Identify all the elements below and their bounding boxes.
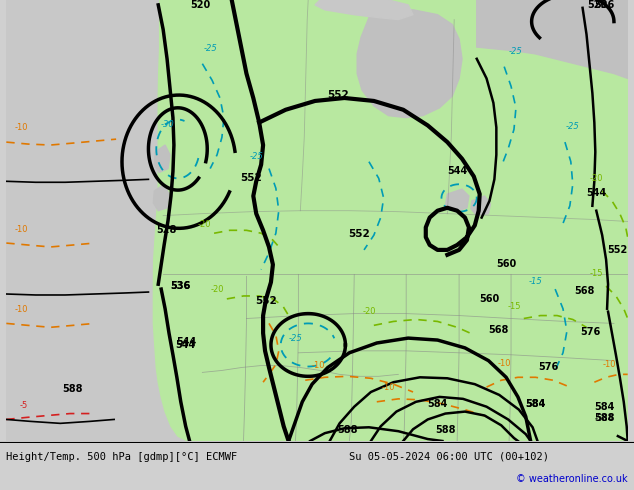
Text: -10: -10 — [382, 383, 395, 392]
Polygon shape — [6, 0, 628, 441]
Text: -10: -10 — [602, 360, 616, 368]
Text: 552: 552 — [255, 296, 277, 306]
Text: 584: 584 — [594, 402, 614, 412]
Polygon shape — [471, 196, 491, 216]
Text: 584: 584 — [526, 399, 546, 409]
Text: 584: 584 — [427, 399, 448, 409]
Text: Su 05-05-2024 06:00 UTC (00+102): Su 05-05-2024 06:00 UTC (00+102) — [349, 452, 548, 462]
Text: 520: 520 — [587, 0, 607, 10]
Text: -20: -20 — [590, 174, 603, 183]
Text: © weatheronline.co.uk: © weatheronline.co.uk — [516, 474, 628, 484]
Text: -25: -25 — [288, 334, 302, 343]
Text: -30: -30 — [160, 121, 174, 129]
Text: 588: 588 — [594, 414, 614, 423]
Text: -10: -10 — [15, 305, 28, 314]
Text: -10: -10 — [498, 359, 511, 368]
Text: -5: -5 — [20, 401, 28, 410]
Text: -15: -15 — [590, 270, 603, 278]
Text: -10: -10 — [311, 361, 325, 369]
Text: 544: 544 — [176, 337, 197, 347]
Text: 568: 568 — [574, 286, 595, 296]
Polygon shape — [315, 0, 413, 20]
Text: 520: 520 — [190, 0, 210, 10]
Polygon shape — [445, 189, 469, 212]
Polygon shape — [477, 0, 628, 78]
Text: -10: -10 — [15, 123, 28, 132]
Text: -10: -10 — [15, 225, 28, 234]
Polygon shape — [6, 0, 158, 441]
Text: 584: 584 — [526, 399, 546, 409]
Text: 536: 536 — [594, 0, 614, 10]
Text: -25: -25 — [204, 44, 217, 53]
Text: 560: 560 — [496, 259, 516, 269]
Text: Height/Temp. 500 hPa [gdmp][°C] ECMWF: Height/Temp. 500 hPa [gdmp][°C] ECMWF — [6, 452, 238, 462]
Text: -25: -25 — [249, 152, 263, 161]
Text: -25: -25 — [566, 122, 579, 131]
Text: -20: -20 — [362, 307, 376, 316]
Text: -25: -25 — [509, 47, 523, 56]
Text: 560: 560 — [479, 294, 500, 304]
Polygon shape — [154, 145, 170, 172]
Text: -20: -20 — [198, 220, 211, 229]
Text: 552: 552 — [608, 245, 628, 255]
Polygon shape — [153, 184, 169, 211]
Text: 528: 528 — [156, 225, 176, 235]
Text: 588: 588 — [63, 384, 83, 394]
Polygon shape — [153, 0, 628, 441]
Text: 536: 536 — [171, 281, 191, 291]
Text: 552: 552 — [348, 229, 370, 239]
Text: 576: 576 — [538, 363, 559, 372]
Text: 568: 568 — [488, 325, 508, 335]
Text: 544: 544 — [176, 340, 196, 350]
Text: 552: 552 — [327, 90, 349, 100]
Text: 588: 588 — [337, 425, 358, 435]
Text: -20: -20 — [210, 285, 224, 294]
Text: 552: 552 — [240, 173, 262, 183]
Text: 576: 576 — [580, 327, 600, 337]
Text: -584: -584 — [595, 415, 614, 423]
Polygon shape — [357, 10, 462, 118]
Text: 588: 588 — [435, 425, 456, 435]
Text: -15: -15 — [507, 302, 521, 311]
Text: 536: 536 — [171, 281, 191, 291]
Text: 544: 544 — [586, 188, 607, 198]
Text: -15: -15 — [529, 277, 543, 286]
Text: 544: 544 — [447, 167, 467, 176]
